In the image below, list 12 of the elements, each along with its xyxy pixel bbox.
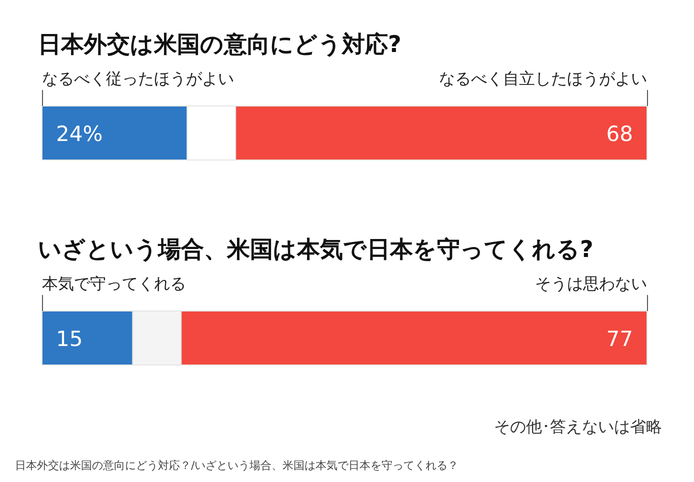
data-label: 68: [606, 122, 633, 146]
series-label: 本気で守ってくれる: [42, 274, 186, 293]
chart-title: いざという場合、米国は本気で日本を守ってくれる?: [38, 236, 594, 263]
series-label: そうは思わない: [535, 274, 647, 293]
series-label: なるべく自立したほうがよい: [439, 69, 647, 88]
text: その他･答えないは省略: [494, 417, 662, 436]
data-label: 24%: [56, 122, 103, 146]
text: 日本外交は米国の意向にどう対応？/いざという場合、米国は本気で日本を守ってくれる？: [15, 459, 459, 472]
series-label: なるべく従ったほうがよい: [42, 69, 234, 88]
data-label: 77: [606, 327, 633, 351]
data-label: 15: [56, 327, 83, 351]
chart-title: 日本外交は米国の意向にどう対応?: [38, 31, 402, 58]
